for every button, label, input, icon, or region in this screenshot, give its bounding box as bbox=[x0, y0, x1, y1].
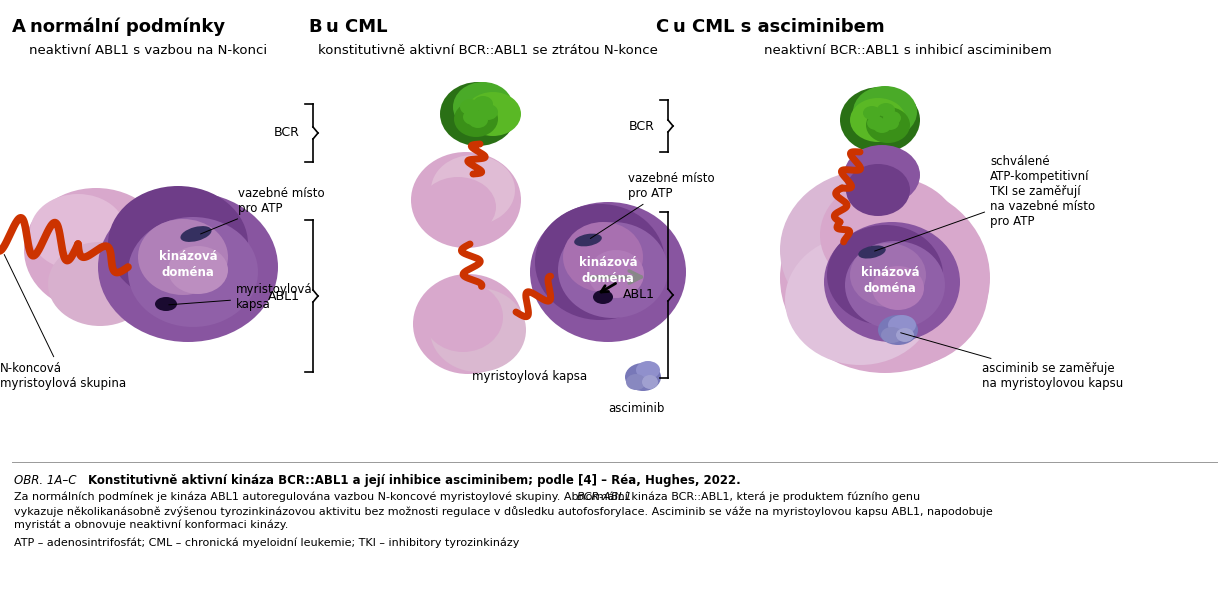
Ellipse shape bbox=[844, 145, 921, 205]
Ellipse shape bbox=[98, 192, 278, 342]
Ellipse shape bbox=[827, 225, 943, 325]
Text: vazebné místo
pro ATP: vazebné místo pro ATP bbox=[590, 172, 714, 238]
Ellipse shape bbox=[463, 109, 483, 125]
Ellipse shape bbox=[460, 99, 481, 115]
Ellipse shape bbox=[635, 361, 660, 379]
Ellipse shape bbox=[478, 104, 498, 120]
Ellipse shape bbox=[785, 235, 935, 365]
Text: C: C bbox=[655, 18, 669, 36]
Ellipse shape bbox=[626, 363, 661, 391]
Text: BCR: BCR bbox=[629, 120, 655, 132]
Ellipse shape bbox=[116, 247, 171, 287]
Text: normální podmínky: normální podmínky bbox=[29, 18, 225, 37]
Ellipse shape bbox=[108, 186, 248, 302]
Text: ATP – adenosintrifosfát; CML – chronická myeloidní leukemie; TKI – inhibitory ty: ATP – adenosintrifosfát; CML – chronická… bbox=[14, 538, 520, 549]
Text: u CML: u CML bbox=[326, 18, 387, 36]
Ellipse shape bbox=[812, 212, 988, 368]
Ellipse shape bbox=[850, 98, 906, 142]
Ellipse shape bbox=[839, 87, 921, 153]
Ellipse shape bbox=[878, 103, 895, 117]
Ellipse shape bbox=[881, 327, 903, 343]
Ellipse shape bbox=[454, 82, 512, 132]
Ellipse shape bbox=[780, 183, 991, 373]
Ellipse shape bbox=[574, 234, 602, 246]
Text: BCR: BCR bbox=[274, 126, 300, 140]
Ellipse shape bbox=[563, 222, 643, 292]
Ellipse shape bbox=[558, 222, 669, 318]
Ellipse shape bbox=[410, 152, 521, 248]
Text: kinázová
doména: kinázová doména bbox=[579, 256, 638, 284]
Ellipse shape bbox=[823, 222, 960, 342]
Ellipse shape bbox=[866, 107, 909, 143]
Text: u CML s asciminibem: u CML s asciminibem bbox=[673, 18, 885, 36]
Ellipse shape bbox=[873, 266, 924, 310]
Text: neaktivní BCR::ABL1 s inhibicí asciminibem: neaktivní BCR::ABL1 s inhibicí asciminib… bbox=[764, 44, 1052, 57]
Ellipse shape bbox=[846, 241, 945, 329]
Ellipse shape bbox=[896, 328, 914, 342]
Ellipse shape bbox=[420, 177, 497, 237]
Ellipse shape bbox=[155, 297, 177, 311]
Ellipse shape bbox=[413, 274, 524, 374]
Text: vykazuje několikanásobně zvýšenou tyrozinkinázovou aktivitu bez možnosti regulac: vykazuje několikanásobně zvýšenou tyrozi… bbox=[14, 506, 993, 517]
Ellipse shape bbox=[29, 194, 127, 270]
Ellipse shape bbox=[138, 219, 229, 295]
Text: kinázová
doména: kinázová doména bbox=[159, 249, 218, 278]
Ellipse shape bbox=[642, 375, 658, 389]
Ellipse shape bbox=[820, 177, 960, 293]
Ellipse shape bbox=[587, 250, 644, 298]
Ellipse shape bbox=[430, 288, 526, 372]
Ellipse shape bbox=[454, 101, 498, 137]
Ellipse shape bbox=[780, 170, 960, 330]
Ellipse shape bbox=[853, 86, 917, 138]
Text: B: B bbox=[308, 18, 322, 36]
Text: kinázová
doména: kinázová doména bbox=[860, 265, 919, 294]
Text: konstitutivně aktivní BCR::ABL1 se ztrátou N-konce: konstitutivně aktivní BCR::ABL1 se ztrát… bbox=[318, 44, 658, 57]
Text: asciminib se zaměřuje
na myristoylovou kapsu: asciminib se zaměřuje na myristoylovou k… bbox=[901, 333, 1123, 390]
Ellipse shape bbox=[431, 155, 515, 225]
Ellipse shape bbox=[473, 96, 493, 112]
Ellipse shape bbox=[48, 242, 152, 326]
Ellipse shape bbox=[881, 116, 898, 130]
Text: ABL1: ABL1 bbox=[268, 289, 300, 302]
Text: OBR. 1A–C: OBR. 1A–C bbox=[14, 474, 76, 487]
Ellipse shape bbox=[468, 112, 488, 128]
Ellipse shape bbox=[889, 315, 916, 335]
Ellipse shape bbox=[878, 315, 918, 345]
Text: schválené
ATP-kompetitivní
TKI se zaměřují
na vazebné místo
pro ATP: schválené ATP-kompetitivní TKI se zaměřu… bbox=[875, 155, 1095, 251]
Ellipse shape bbox=[866, 116, 885, 130]
Ellipse shape bbox=[850, 243, 925, 307]
Text: myristoylová kapsa: myristoylová kapsa bbox=[472, 370, 587, 383]
Ellipse shape bbox=[25, 188, 168, 312]
Ellipse shape bbox=[530, 202, 686, 342]
Ellipse shape bbox=[181, 226, 211, 242]
Text: BCR-ABL1: BCR-ABL1 bbox=[578, 492, 633, 502]
Ellipse shape bbox=[440, 82, 516, 146]
Text: myristát a obnovuje neaktivní konformaci kinázy.: myristát a obnovuje neaktivní konformaci… bbox=[14, 520, 289, 530]
Ellipse shape bbox=[594, 290, 613, 304]
Ellipse shape bbox=[465, 92, 521, 136]
Text: neaktivní ABL1 s vazbou na N-konci: neaktivní ABL1 s vazbou na N-konci bbox=[29, 44, 267, 57]
Ellipse shape bbox=[626, 374, 646, 390]
Ellipse shape bbox=[863, 106, 881, 120]
Ellipse shape bbox=[128, 217, 258, 327]
Text: vazebné místo
pro ATP: vazebné místo pro ATP bbox=[200, 187, 324, 234]
Ellipse shape bbox=[873, 119, 891, 133]
Text: ABL1: ABL1 bbox=[623, 289, 655, 302]
Text: A: A bbox=[12, 18, 26, 36]
Text: N-koncová
myristoylová skupina: N-koncová myristoylová skupina bbox=[0, 254, 127, 390]
Ellipse shape bbox=[882, 111, 901, 125]
Ellipse shape bbox=[846, 164, 909, 216]
Text: asciminib: asciminib bbox=[608, 402, 664, 415]
Text: Konstitutivně aktivní kináza BCR::ABL1 a její inhibice asciminibem; podle [4] – : Konstitutivně aktivní kináza BCR::ABL1 a… bbox=[88, 474, 741, 487]
Ellipse shape bbox=[535, 204, 665, 320]
Text: myristoylová
kapsa: myristoylová kapsa bbox=[168, 283, 312, 311]
Ellipse shape bbox=[168, 246, 229, 294]
Text: Za normálních podmínek je kináza ABL1 autoregulována vazbou N-koncové myristoylo: Za normálních podmínek je kináza ABL1 au… bbox=[14, 492, 924, 503]
Ellipse shape bbox=[423, 282, 503, 352]
Ellipse shape bbox=[858, 245, 886, 259]
